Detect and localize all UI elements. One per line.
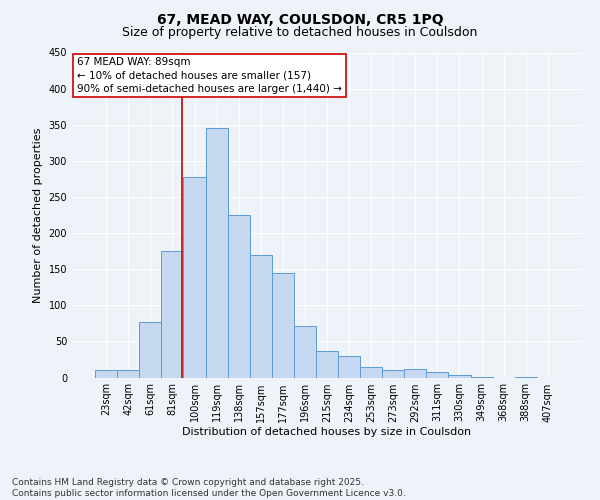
Bar (448, 376, 470, 378)
Bar (206, 128, 227, 378)
Bar (272, 273, 294, 378)
Bar (316, 351, 338, 378)
Bar (117, 370, 139, 378)
Y-axis label: Number of detached properties: Number of detached properties (33, 128, 43, 302)
Bar (427, 372, 448, 378)
Text: Size of property relative to detached houses in Coulsdon: Size of property relative to detached ho… (122, 26, 478, 39)
X-axis label: Distribution of detached houses by size in Coulsdon: Distribution of detached houses by size … (182, 428, 472, 438)
Bar (227, 215, 250, 378)
Bar (161, 251, 184, 378)
Bar (382, 370, 404, 378)
Bar (338, 356, 360, 378)
Bar (404, 369, 427, 378)
Text: 67 MEAD WAY: 89sqm
← 10% of detached houses are smaller (157)
90% of semi-detach: 67 MEAD WAY: 89sqm ← 10% of detached hou… (77, 58, 342, 94)
Bar (360, 366, 382, 378)
Text: 67, MEAD WAY, COULSDON, CR5 1PQ: 67, MEAD WAY, COULSDON, CR5 1PQ (157, 12, 443, 26)
Bar (95, 370, 117, 378)
Bar (184, 176, 206, 378)
Bar (470, 377, 493, 378)
Bar (139, 322, 161, 378)
Text: Contains HM Land Registry data © Crown copyright and database right 2025.
Contai: Contains HM Land Registry data © Crown c… (12, 478, 406, 498)
Bar (250, 254, 272, 378)
Bar (294, 326, 316, 378)
Bar (515, 377, 537, 378)
